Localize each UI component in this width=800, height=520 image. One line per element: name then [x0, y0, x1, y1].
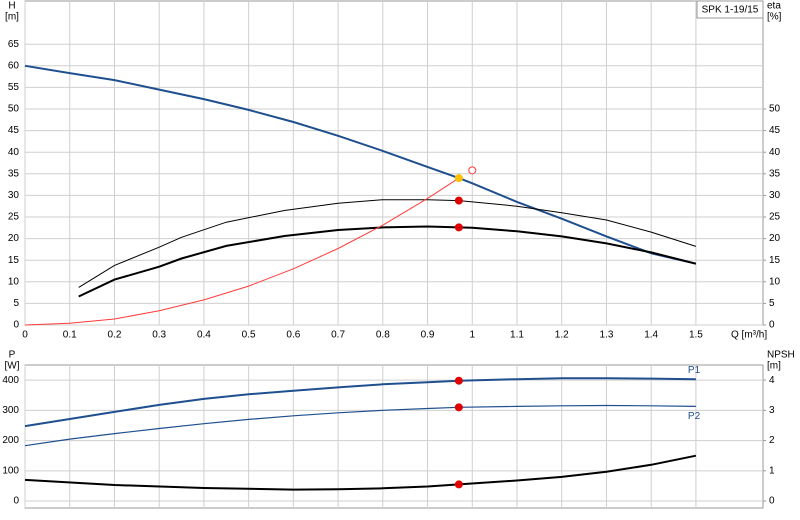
duty-point [468, 166, 477, 175]
y-tick-label: 55 [8, 82, 20, 93]
y-tick-label: 0 [13, 320, 19, 331]
y2-axis-label: [%] [767, 12, 782, 23]
curve [24, 64, 697, 265]
y-axis-label: [m] [5, 12, 19, 23]
y-tick-label: 40 [8, 147, 20, 158]
x-tick-label: 1 [469, 330, 475, 341]
x-tick-label: 1.5 [689, 330, 703, 341]
chart-title: SPK 1-19/15 [702, 5, 759, 16]
y-tick-label: 15 [8, 255, 20, 266]
x-tick-label: 0.9 [421, 330, 435, 341]
y-tick-label: 5 [13, 298, 19, 309]
x-tick-label: 0.2 [108, 330, 122, 341]
curve [24, 377, 696, 428]
y-tick-label: 0 [13, 496, 19, 507]
x-tick-label: 0.4 [197, 330, 211, 341]
curve [24, 454, 697, 491]
x-tick-label: 1.1 [510, 330, 524, 341]
plot-area [24, 364, 764, 509]
y-tick-label: 30 [8, 190, 20, 201]
x-tick-label: 0.3 [152, 330, 166, 341]
curve [78, 225, 697, 298]
y2-axis-label: eta [767, 1, 781, 12]
y-tick-label: 20 [8, 233, 20, 244]
y2-tick-label: 40 [769, 147, 781, 158]
y-tick-label: 50 [8, 104, 20, 115]
y2-tick-label: 25 [769, 212, 781, 223]
x-tick-label: 0.8 [376, 330, 390, 341]
y2-axis-label: [m] [767, 361, 781, 372]
y2-tick-label: 3 [769, 405, 775, 416]
legend-label: P2 [688, 411, 701, 422]
y2-tick-label: 50 [769, 104, 781, 115]
y2-axis-label: NPSH [767, 350, 795, 361]
y2-tick-label: 0 [769, 320, 775, 331]
x-tick-label: 1.3 [600, 330, 614, 341]
y-tick-label: 200 [2, 435, 19, 446]
y2-tick-label: 20 [769, 233, 781, 244]
y-tick-label: 60 [8, 60, 20, 71]
y2-tick-label: 10 [769, 276, 781, 287]
x-axis-label: Q [m³/h] [731, 330, 767, 341]
duty-point [454, 196, 463, 205]
y-tick-label: 100 [2, 465, 19, 476]
curve [78, 199, 697, 288]
y2-tick-label: 4 [769, 375, 775, 386]
y-axis-label: H [8, 1, 15, 12]
y2-tick-label: 5 [769, 298, 775, 309]
y2-tick-label: 1 [769, 465, 775, 476]
x-tick-label: 1.4 [644, 330, 658, 341]
duty-point [454, 403, 463, 412]
x-tick-label: 1.2 [555, 330, 569, 341]
plot-area [24, 0, 764, 326]
y-tick-label: 35 [8, 168, 20, 179]
y-tick-label: 400 [2, 375, 19, 386]
y2-tick-label: 15 [769, 255, 781, 266]
duty-point [454, 480, 463, 489]
x-tick-label: 0.7 [331, 330, 345, 341]
y2-tick-label: 2 [769, 435, 775, 446]
y-tick-label: 45 [8, 125, 20, 136]
duty-point [454, 223, 463, 232]
x-tick-label: 0 [22, 330, 28, 341]
curve [24, 177, 460, 326]
duty-point [454, 376, 463, 385]
x-tick-label: 0.1 [63, 330, 77, 341]
x-tick-label: 0.6 [286, 330, 300, 341]
y-axis-label: [W] [5, 361, 20, 372]
duty-point [454, 174, 463, 183]
y-axis-label: P [9, 350, 16, 361]
y-tick-label: 65 [8, 39, 20, 50]
y2-tick-label: 45 [769, 125, 781, 136]
y-tick-label: 300 [2, 405, 19, 416]
y2-tick-label: 35 [769, 168, 781, 179]
y2-tick-label: 30 [769, 190, 781, 201]
legend-label: P1 [688, 365, 701, 376]
y-tick-label: 10 [8, 276, 20, 287]
curve [24, 404, 696, 447]
y-tick-label: 25 [8, 212, 20, 223]
x-tick-label: 0.5 [242, 330, 256, 341]
y2-tick-label: 0 [769, 496, 775, 507]
title-box [696, 0, 764, 19]
